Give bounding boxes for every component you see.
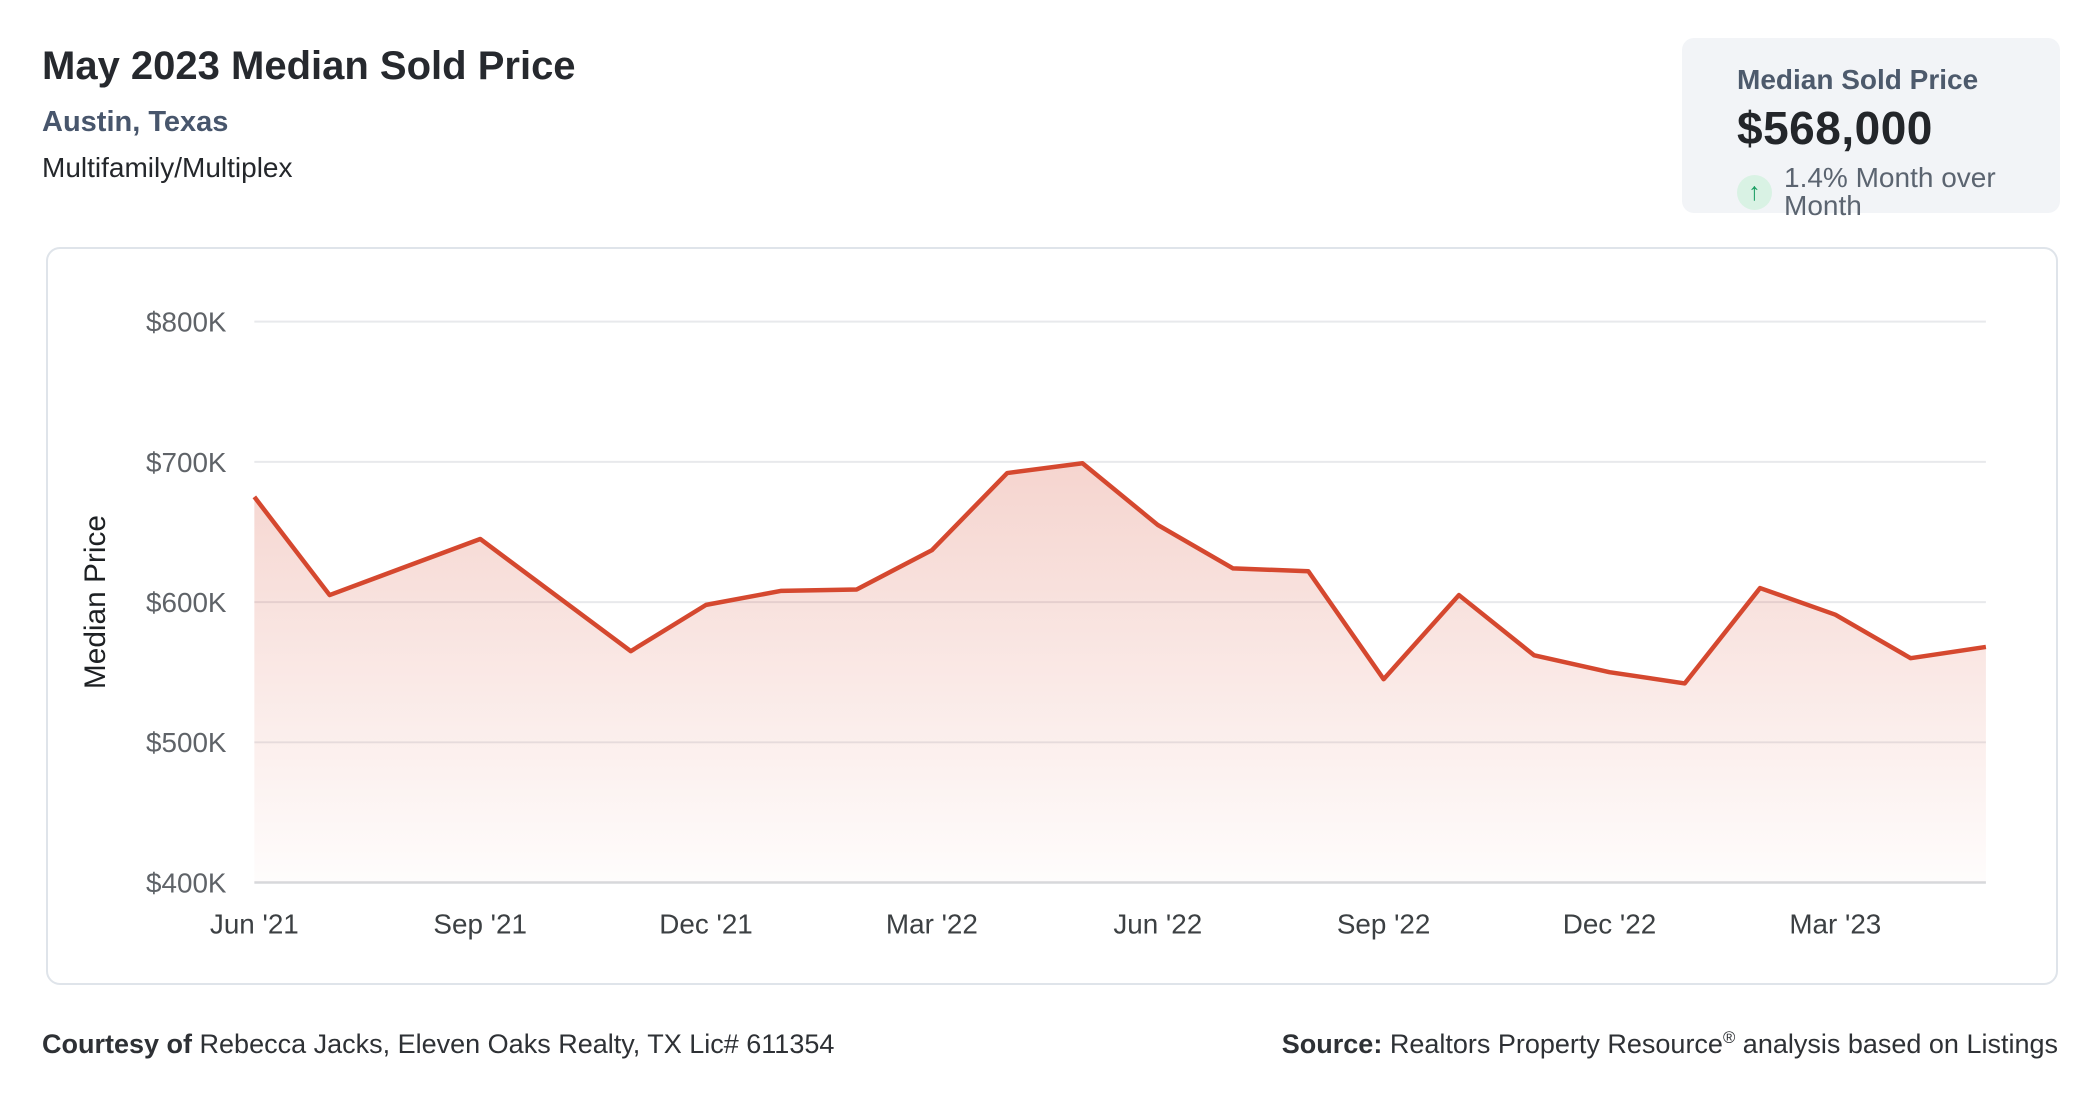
page-location: Austin, Texas (42, 106, 229, 138)
stat-trend-row: ↑ 1.4% Month over Month (1737, 164, 2040, 220)
stat-card-value: $568,000 (1737, 102, 1933, 155)
y-tick-label: $600K (146, 587, 227, 618)
courtesy-label: Courtesy of (42, 1029, 193, 1059)
y-tick-label: $500K (146, 727, 227, 758)
x-tick-label: Mar '22 (886, 908, 978, 939)
arrow-up-icon: ↑ (1748, 177, 1761, 206)
price-line (252, 461, 1987, 686)
source-rest: analysis based on Listings (1735, 1029, 2058, 1059)
trend-up-badge: ↑ (1737, 174, 1772, 210)
median-price-chart: $800K $700K $600K $500K $400K Jun '21 Sep '21 D… (79, 307, 1987, 939)
x-tick-label: Sep '21 (433, 908, 527, 939)
source-name: Realtors Property Resource (1382, 1029, 1723, 1059)
x-tick-label: Jun '21 (210, 908, 299, 939)
property-type-label: Multifamily/Multiplex (42, 152, 293, 183)
price-area (254, 463, 1986, 883)
stat-change-text: 1.4% Month over Month (1784, 162, 1996, 222)
source-text: Source: Realtors Property Resource® anal… (1282, 1028, 2058, 1060)
page-title: May 2023 Median Sold Price (42, 44, 576, 88)
y-axis-title: Median Price (79, 515, 112, 689)
y-tick-label: $800K (146, 307, 227, 338)
registered-trademark-icon: ® (1722, 1028, 1736, 1047)
x-tick-label: Dec '22 (1563, 908, 1657, 939)
median-sold-price-card: Median Sold Price $568,000 ↑ 1.4% Month … (1682, 38, 2060, 220)
x-tick-label: Dec '21 (659, 908, 753, 939)
chart-panel: $800K $700K $600K $500K $400K Jun '21 Sep '21 D… (46, 247, 2058, 985)
x-tick-label: Jun '22 (1113, 908, 1202, 939)
x-tick-label: Sep '22 (1337, 908, 1431, 939)
source-label: Source: (1281, 1029, 1383, 1059)
x-tick-label: Mar '23 (1789, 908, 1881, 939)
stat-card-label: Median Sold Price (1737, 64, 1979, 95)
courtesy-value: Rebecca Jacks, Eleven Oaks Realty, TX Li… (192, 1029, 835, 1059)
y-tick-label: $400K (146, 867, 227, 898)
y-tick-label: $700K (146, 447, 227, 478)
courtesy-text: Courtesy of Rebecca Jacks, Eleven Oaks R… (42, 1028, 834, 1060)
